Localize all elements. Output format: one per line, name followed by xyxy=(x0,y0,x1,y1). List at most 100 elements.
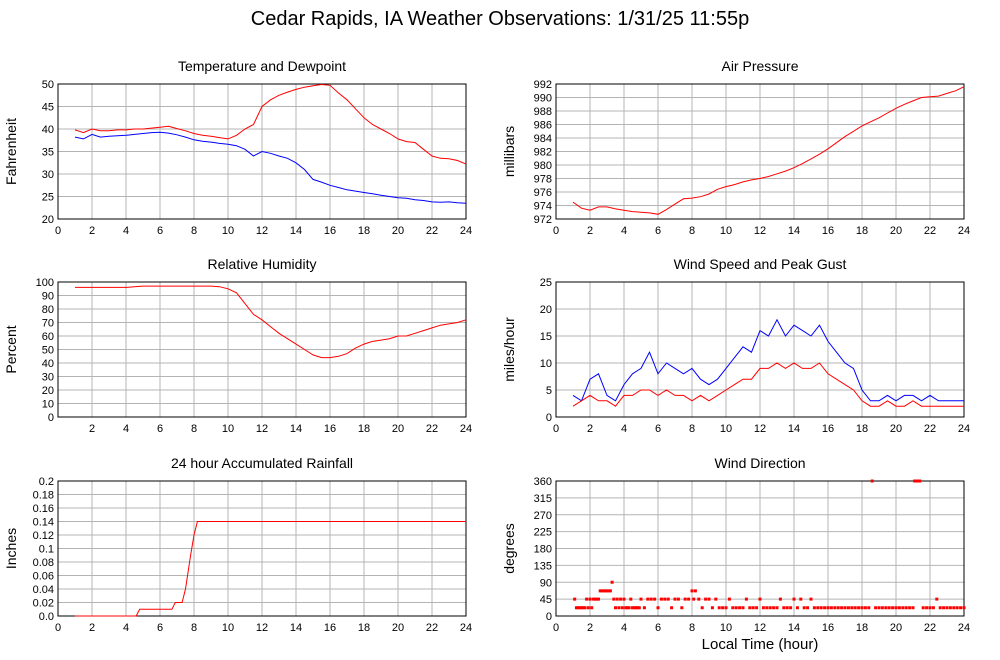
y-tick-label: 80 xyxy=(42,304,54,316)
data-point xyxy=(573,597,577,601)
y-axis-label: degrees xyxy=(501,523,517,574)
y-tick-label: 0.02 xyxy=(33,598,54,610)
x-tick-label: 4 xyxy=(123,423,129,435)
data-point xyxy=(585,597,589,601)
x-tick-label: 2 xyxy=(89,622,95,634)
data-point xyxy=(622,597,626,601)
x-tick-label: 12 xyxy=(256,423,268,435)
data-point xyxy=(959,606,963,610)
y-tick-label: 0.04 xyxy=(33,584,54,596)
x-tick-label: 20 xyxy=(890,225,902,237)
data-point xyxy=(619,597,623,601)
data-point xyxy=(908,606,912,610)
data-point xyxy=(578,606,582,610)
data-point xyxy=(826,606,830,610)
x-tick-label: 12 xyxy=(256,622,268,634)
data-point xyxy=(928,606,932,610)
x-tick-label: 24 xyxy=(958,225,970,237)
chart-panel: Temperature and DewpointFahrenheit202530… xyxy=(3,58,472,237)
x-tick-label: 6 xyxy=(655,225,661,237)
x-tick-label: 18 xyxy=(358,423,370,435)
data-point xyxy=(588,597,592,601)
data-point xyxy=(935,597,939,601)
data-point xyxy=(610,580,614,584)
data-point xyxy=(880,606,884,610)
x-tick-label: 16 xyxy=(324,225,336,237)
x-tick-label: 12 xyxy=(256,225,268,237)
y-tick-label: 25 xyxy=(540,277,552,289)
data-point xyxy=(680,606,684,610)
data-point xyxy=(751,606,755,610)
data-point xyxy=(653,597,657,601)
x-tick-label: 20 xyxy=(392,622,404,634)
data-point xyxy=(744,597,748,601)
x-tick-label: 8 xyxy=(191,423,197,435)
data-point xyxy=(632,606,636,610)
x-tick-label: 10 xyxy=(720,622,732,634)
data-point xyxy=(874,606,878,610)
data-point xyxy=(617,606,621,610)
x-tick-label: 18 xyxy=(856,225,868,237)
data-point xyxy=(666,597,670,601)
x-tick-label: 14 xyxy=(788,225,800,237)
x-tick-label: 4 xyxy=(621,225,627,237)
x-tick-label: 6 xyxy=(655,423,661,435)
y-axis-label: Percent xyxy=(3,325,19,373)
x-tick-label: 24 xyxy=(460,225,472,237)
y-tick-label: 5 xyxy=(546,385,552,397)
data-point xyxy=(631,606,634,610)
x-tick-label: 16 xyxy=(822,622,834,634)
y-tick-label: 0.2 xyxy=(39,476,54,488)
y-tick-label: 50 xyxy=(42,345,54,357)
y-tick-label: 20 xyxy=(42,385,54,397)
x-tick-label: 14 xyxy=(290,225,302,237)
y-tick-label: 35 xyxy=(42,147,54,159)
data-point xyxy=(636,606,640,610)
data-point xyxy=(812,606,816,610)
y-tick-label: 986 xyxy=(534,120,552,132)
data-point xyxy=(639,597,643,601)
data-point xyxy=(799,597,803,601)
data-point xyxy=(710,606,714,610)
y-tick-label: 0.0 xyxy=(39,611,54,623)
x-tick-label: 22 xyxy=(426,225,438,237)
data-point xyxy=(782,606,786,610)
data-point xyxy=(620,606,624,610)
data-point xyxy=(608,589,612,593)
x-tick-label: 20 xyxy=(392,423,404,435)
y-tick-label: 315 xyxy=(534,493,552,505)
y-tick-label: 45 xyxy=(42,102,54,114)
x-tick-label: 22 xyxy=(426,622,438,634)
x-tick-label: 0 xyxy=(55,622,61,634)
data-point xyxy=(860,606,864,610)
y-axis-label: Fahrenheit xyxy=(3,118,19,185)
data-point xyxy=(605,589,609,593)
y-axis-label: Inches xyxy=(3,528,19,569)
data-point xyxy=(758,597,762,601)
y-tick-label: 90 xyxy=(42,291,54,303)
x-tick-label: 0 xyxy=(553,622,559,634)
y-tick-label: 976 xyxy=(534,187,552,199)
data-point xyxy=(768,606,772,610)
data-point xyxy=(704,597,708,601)
data-point xyxy=(590,606,594,610)
data-point xyxy=(863,606,867,610)
data-point xyxy=(734,606,738,610)
data-point xyxy=(721,606,725,610)
x-tick-label: 20 xyxy=(890,423,902,435)
chart-title: Temperature and Dewpoint xyxy=(178,58,346,74)
data-point xyxy=(748,606,752,610)
x-tick-label: 8 xyxy=(689,423,695,435)
x-tick-label: 2 xyxy=(587,622,593,634)
data-point xyxy=(857,606,861,610)
data-point xyxy=(663,597,667,601)
x-tick-label: 4 xyxy=(123,225,129,237)
data-point xyxy=(580,606,583,610)
y-tick-label: 360 xyxy=(534,476,552,488)
x-tick-label: 22 xyxy=(924,423,936,435)
x-tick-label: 0 xyxy=(553,225,559,237)
x-tick-label: 24 xyxy=(460,423,472,435)
data-point xyxy=(586,606,590,610)
data-point xyxy=(646,597,650,601)
data-point xyxy=(576,606,580,610)
